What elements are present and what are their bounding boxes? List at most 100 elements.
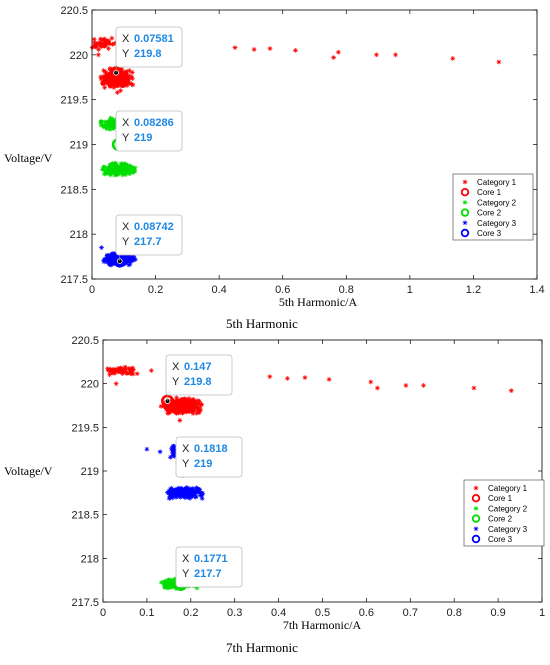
- data-point: [114, 381, 119, 386]
- data-point: [267, 374, 272, 379]
- data-point: [130, 82, 135, 87]
- data-tip-y-value: 219.8: [134, 48, 162, 60]
- data-point: [103, 75, 108, 80]
- data-tip-x-value: 0.1771: [194, 553, 228, 565]
- data-point: [472, 386, 477, 391]
- legend-star-icon: [474, 486, 479, 491]
- data-point: [99, 245, 104, 250]
- y-tick-label: 218: [81, 553, 99, 565]
- data-point: [179, 406, 184, 411]
- data-point: [108, 367, 113, 372]
- data-tip-x-label: X: [172, 361, 180, 373]
- y-tick-label: 219: [81, 466, 99, 478]
- data-point: [129, 167, 134, 172]
- data-point: [103, 119, 108, 124]
- data-point: [107, 372, 112, 377]
- data-point: [174, 406, 179, 411]
- data-tip-x-label: X: [122, 33, 130, 45]
- data-point: [193, 495, 198, 500]
- legend-entry: Category 1: [488, 484, 528, 493]
- y-tick-label: 218.5: [71, 510, 99, 522]
- data-tip-y-value: 219: [134, 132, 152, 144]
- data-point: [393, 52, 398, 57]
- legend-star-icon: [474, 506, 479, 511]
- data-point: [123, 82, 128, 87]
- legend-entry: Core 1: [477, 188, 502, 197]
- data-point: [336, 50, 341, 55]
- data-point: [122, 167, 127, 172]
- data-point: [106, 46, 111, 51]
- y-tick-label: 218: [70, 229, 88, 241]
- data-point: [127, 73, 132, 78]
- legend-entry: Category 1: [477, 178, 517, 187]
- data-tip-y-value: 219.8: [184, 376, 212, 388]
- data-point: [158, 449, 163, 454]
- data-tip-x-label: X: [122, 117, 130, 129]
- y-tick-label: 220.5: [60, 5, 88, 17]
- data-point: [109, 36, 114, 41]
- data-point: [165, 490, 170, 495]
- data-point: [107, 123, 112, 128]
- data-point: [185, 488, 190, 493]
- legend-entry: Core 3: [488, 535, 513, 544]
- data-point: [130, 369, 135, 374]
- data-point: [177, 488, 182, 493]
- data-point: [331, 55, 336, 60]
- data-point: [118, 368, 123, 373]
- data-tip-x-value: 0.1818: [194, 443, 228, 455]
- data-point: [118, 88, 123, 93]
- y-tick-label: 219.5: [60, 95, 88, 107]
- data-point: [159, 580, 164, 585]
- data-point: [368, 380, 373, 385]
- data-tip-y-label: Y: [122, 132, 130, 144]
- data-point: [182, 492, 187, 497]
- data-point: [196, 487, 201, 492]
- x-tick-label: 0.8: [447, 607, 462, 619]
- data-tip-y-value: 217.7: [194, 568, 222, 580]
- y-tick-label: 218.5: [60, 184, 88, 196]
- data-point: [105, 170, 110, 175]
- y-tick-label: 220: [70, 50, 88, 62]
- data-point: [174, 495, 179, 500]
- data-tip-x-value: 0.07581: [134, 33, 174, 45]
- legend-entry: Core 1: [488, 494, 513, 503]
- data-point: [496, 60, 501, 65]
- data-point: [163, 585, 168, 590]
- legend-star-icon: [474, 526, 479, 531]
- data-point: [106, 39, 111, 44]
- data-point: [106, 254, 111, 259]
- data-point: [404, 383, 409, 388]
- data-tip-y-label: Y: [122, 236, 130, 248]
- data-point: [285, 376, 290, 381]
- data-point: [170, 579, 175, 584]
- legend-entry: Category 3: [477, 219, 517, 228]
- data-point: [99, 41, 104, 46]
- data-point: [374, 52, 379, 57]
- legend-entry: Core 3: [477, 229, 502, 238]
- data-point: [303, 375, 308, 380]
- data-point: [99, 120, 104, 125]
- data-point: [197, 410, 202, 415]
- y-tick-label: 217.5: [71, 597, 99, 609]
- y-axis-label: Voltage/V: [4, 151, 53, 165]
- data-point: [132, 168, 137, 173]
- legend-entry: Category 3: [488, 525, 528, 534]
- data-tip-y-label: Y: [182, 458, 190, 470]
- data-point: [199, 493, 204, 498]
- data-point: [149, 368, 154, 373]
- x-tick-label: 0.9: [490, 607, 505, 619]
- x-tick-label: 1.2: [466, 284, 481, 296]
- chart-caption: 5th Harmonic: [226, 316, 298, 330]
- data-point: [252, 47, 257, 52]
- y-tick-label: 219.5: [71, 422, 99, 434]
- data-point: [190, 404, 195, 409]
- data-point: [110, 161, 115, 166]
- data-tip-y-value: 219: [194, 458, 212, 470]
